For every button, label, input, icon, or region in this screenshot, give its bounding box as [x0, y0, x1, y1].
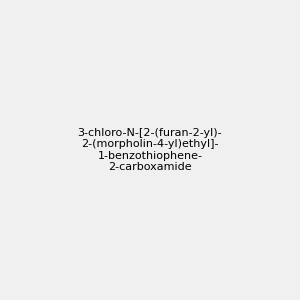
Text: 3-chloro-N-[2-(furan-2-yl)-
2-(morpholin-4-yl)ethyl]-
1-benzothiophene-
2-carbox: 3-chloro-N-[2-(furan-2-yl)- 2-(morpholin… [78, 128, 222, 172]
